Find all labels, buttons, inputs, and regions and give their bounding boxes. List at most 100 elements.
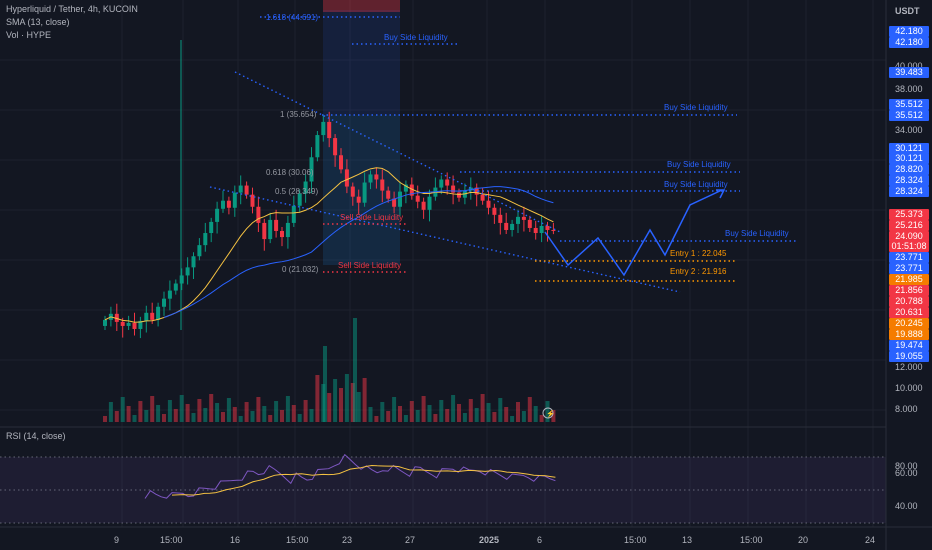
rsi-band xyxy=(0,457,886,523)
candle-body xyxy=(226,200,231,208)
volume-bar xyxy=(427,405,432,422)
sma-legend[interactable]: SMA (13, close) xyxy=(6,17,70,27)
chart-drawings: 1.618 (44.691) Buy Side Liquidity 1 (35.65… xyxy=(0,13,886,524)
channel-upper-line xyxy=(234,71,561,233)
volume-bar xyxy=(250,411,255,422)
volume-bar xyxy=(268,415,273,422)
price-tick: 10.000 xyxy=(895,383,923,393)
time-label: 15:00 xyxy=(740,535,763,545)
volume-bar xyxy=(539,415,544,422)
candle-body xyxy=(126,322,131,326)
candle-body xyxy=(256,206,261,223)
candle-body xyxy=(498,214,503,223)
candle-body xyxy=(551,229,556,231)
candle-body xyxy=(162,298,166,307)
rsi-tick: 40.00 xyxy=(895,501,918,511)
time-label: 15:00 xyxy=(160,535,183,545)
rsi-legend[interactable]: RSI (14, close) xyxy=(6,431,66,441)
volume-spike xyxy=(323,346,327,422)
rsi-sma-line xyxy=(171,465,556,496)
volume-bar xyxy=(185,404,190,422)
price-badge: 24.090 xyxy=(889,231,929,242)
volume-bar xyxy=(421,396,426,422)
candle-body xyxy=(138,320,143,329)
volume-bar xyxy=(103,416,107,422)
ssl-label-1: Sell Side Liquidity xyxy=(340,213,403,222)
projected-path-arrow xyxy=(716,189,726,199)
candle-body xyxy=(274,219,279,231)
candle-body xyxy=(327,121,332,139)
fib-1-label: 1 (35.654) xyxy=(280,110,317,119)
fib-0-label: 0 (21.032) xyxy=(282,265,319,274)
volume-bar xyxy=(120,397,125,422)
candle-body xyxy=(521,216,526,220)
candle-body xyxy=(150,312,155,320)
price-tick: 34.000 xyxy=(895,125,923,135)
candle-body xyxy=(539,225,544,234)
volume-bar xyxy=(551,410,556,422)
candle-body xyxy=(350,186,355,197)
candle-body xyxy=(356,196,361,203)
candle-body xyxy=(415,195,420,202)
candle-body xyxy=(144,312,149,321)
rsi-tick: 80.00 xyxy=(895,461,918,471)
volume-bar xyxy=(280,410,284,422)
volume-bar xyxy=(527,397,532,422)
candle-body xyxy=(215,208,220,222)
volume-bar xyxy=(403,415,408,422)
volume-bar xyxy=(451,395,456,422)
volume-bar xyxy=(262,406,267,422)
entry2-label: Entry 2 : 21.916 xyxy=(670,267,727,276)
volume-bar xyxy=(244,402,249,422)
volume-bar xyxy=(232,407,237,422)
price-badge: 42.180 xyxy=(889,26,929,37)
volume-bar xyxy=(457,404,461,422)
candle-body xyxy=(197,245,202,257)
volume-bar xyxy=(179,395,184,422)
volume-bar xyxy=(256,397,261,422)
volume-bar xyxy=(203,408,208,422)
currency-label[interactable]: USDT xyxy=(895,6,920,16)
volume-bar xyxy=(433,414,438,422)
moving-average-line xyxy=(163,186,554,318)
volume-bar xyxy=(356,392,361,422)
time-label: 27 xyxy=(405,535,416,545)
volume-bar xyxy=(126,406,131,422)
candle-body xyxy=(516,216,520,224)
time-label: 15:00 xyxy=(624,535,647,545)
candle-body xyxy=(285,222,290,238)
price-tick: 40.000 xyxy=(895,61,923,71)
volume-bar xyxy=(492,412,497,422)
candle-body xyxy=(545,225,550,230)
volume-bar xyxy=(415,410,420,422)
price-badge: 30.121 xyxy=(889,153,929,164)
price-badge: 42.180 xyxy=(889,37,929,48)
ssl-label-2: Sell Side Liquidity xyxy=(338,261,401,270)
volume-legend[interactable]: Vol · HYPE xyxy=(6,30,52,40)
volume-bar xyxy=(191,413,196,422)
volume-bar xyxy=(309,409,314,422)
volume-bar xyxy=(333,379,338,422)
flash-icon[interactable] xyxy=(542,407,554,419)
candle-body xyxy=(398,191,402,207)
time-label: 16 xyxy=(230,535,241,545)
volume-bar xyxy=(144,410,149,422)
candle-body xyxy=(392,198,397,207)
volume-bar xyxy=(138,401,143,422)
volume-bar xyxy=(498,398,503,422)
rsi-pane xyxy=(0,453,886,523)
price-badge: 21.985 xyxy=(889,274,929,285)
candle-body xyxy=(333,138,338,156)
candle-body xyxy=(374,174,379,180)
candle-body xyxy=(309,157,314,182)
symbol-legend[interactable]: Hyperliquid / Tether, 4h, KUCOIN xyxy=(6,4,138,14)
candle-body xyxy=(315,135,320,158)
volume-bar xyxy=(521,411,526,422)
volume-bar xyxy=(274,401,279,422)
price-badge: 28.820 xyxy=(889,164,929,175)
candle-body xyxy=(179,275,184,284)
time-label: 9 xyxy=(114,535,120,545)
volume-bar xyxy=(362,378,367,422)
flash-icon-glyph: ⚡ xyxy=(546,409,555,418)
